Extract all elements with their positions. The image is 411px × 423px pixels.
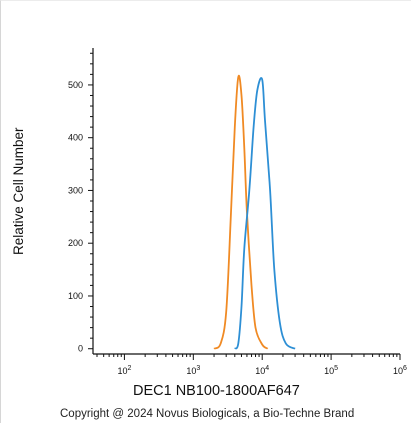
y-axis-label: Relative Cell Number xyxy=(11,127,26,255)
y-tick-label: 500 xyxy=(68,80,83,90)
x-tick-label: 103 xyxy=(186,365,200,376)
x-tick-label: 104 xyxy=(255,365,269,376)
x-tick-label: 102 xyxy=(117,365,131,376)
y-tick-label: 200 xyxy=(68,238,83,248)
y-tick-label: 300 xyxy=(68,185,83,195)
y-tick-label: 100 xyxy=(68,291,83,301)
copyright-notice: Copyright @ 2024 Novus Biologicals, a Bi… xyxy=(60,408,355,420)
x-tick-label: 105 xyxy=(324,365,338,376)
y-tick-label: 400 xyxy=(68,133,83,143)
y-tick-label: 0 xyxy=(78,344,83,354)
x-tick-label: 106 xyxy=(393,365,407,376)
histogram-series-2 xyxy=(234,77,296,350)
x-axis-label: DEC1 NB100-1800AF647 xyxy=(133,383,300,399)
histogram-series-1 xyxy=(213,74,269,350)
